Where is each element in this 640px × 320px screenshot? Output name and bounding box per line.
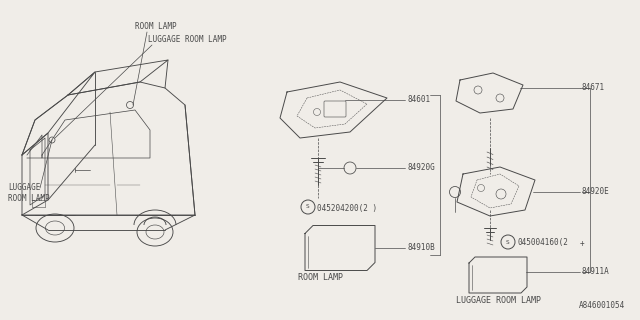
Text: LUGGAGE ROOM LAMP: LUGGAGE ROOM LAMP: [148, 35, 227, 44]
Text: 045004160(2: 045004160(2: [517, 238, 568, 247]
Text: 84601: 84601: [407, 95, 430, 105]
Text: +: +: [580, 238, 584, 247]
Text: 84920E: 84920E: [582, 188, 610, 196]
Text: 045204200(2 ): 045204200(2 ): [317, 204, 377, 212]
Text: ROOM LAMP: ROOM LAMP: [298, 273, 342, 282]
Text: S: S: [306, 204, 310, 210]
Text: A846001054: A846001054: [579, 301, 625, 310]
Text: 84671: 84671: [582, 84, 605, 92]
Text: 84911A: 84911A: [582, 268, 610, 276]
Text: LUGGAGE: LUGGAGE: [8, 183, 40, 192]
Text: ROOM LAMP: ROOM LAMP: [8, 194, 50, 203]
Text: LUGGAGE ROOM LAMP: LUGGAGE ROOM LAMP: [456, 296, 541, 305]
Text: S: S: [506, 239, 510, 244]
Text: ROOM LAMP: ROOM LAMP: [135, 22, 177, 31]
Text: 84910B: 84910B: [407, 244, 435, 252]
Text: 84920G: 84920G: [407, 164, 435, 172]
